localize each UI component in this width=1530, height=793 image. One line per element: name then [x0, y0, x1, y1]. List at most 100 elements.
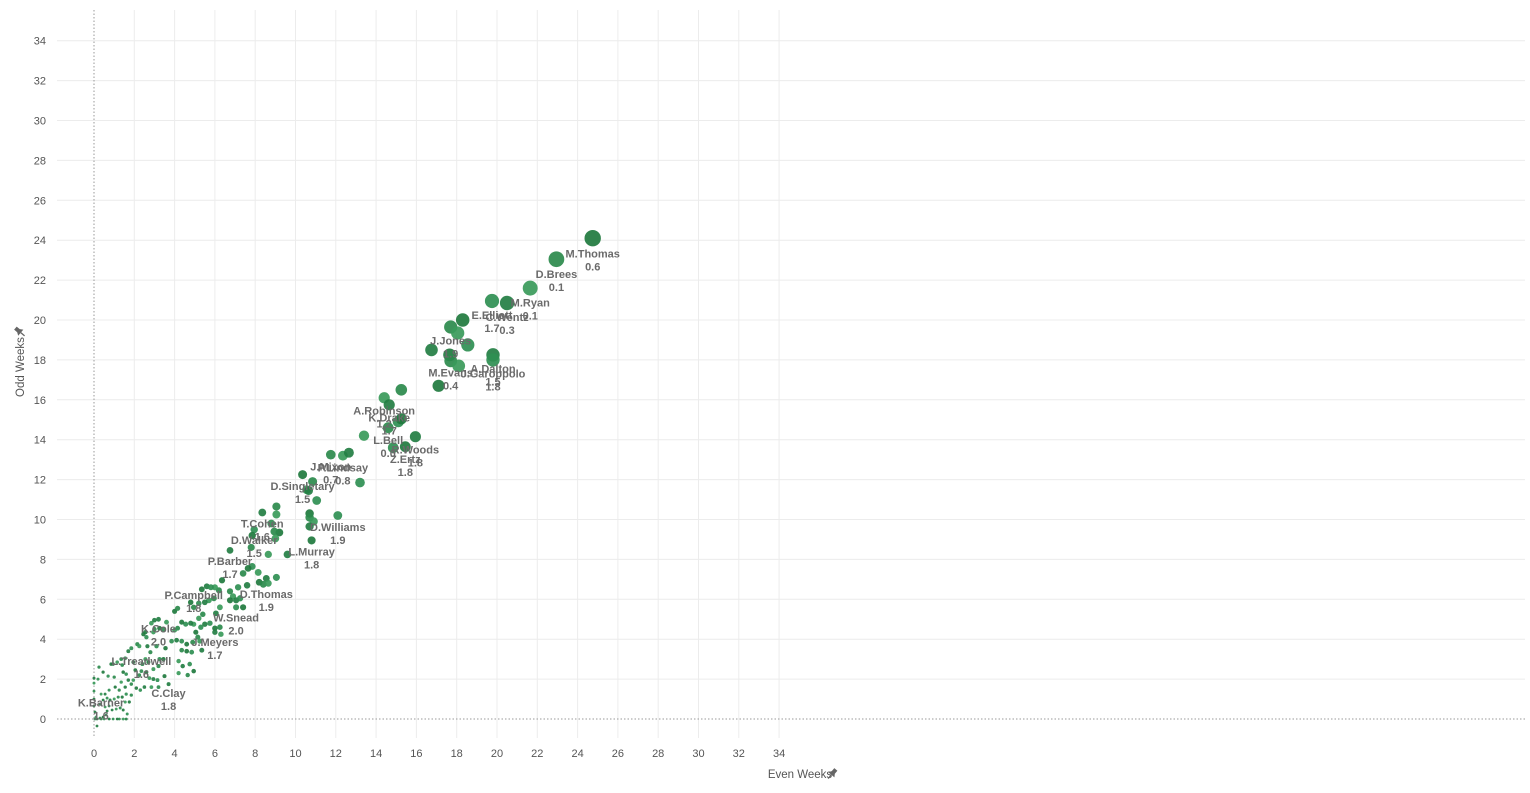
scatter-point[interactable] [144, 635, 149, 640]
scatter-point[interactable] [176, 670, 181, 676]
scatter-point[interactable] [117, 688, 121, 692]
scatter-point[interactable] [247, 543, 255, 551]
scatter-point[interactable] [172, 627, 178, 633]
scatter-point[interactable] [200, 611, 206, 618]
scatter-point[interactable] [298, 470, 308, 480]
scatter-point[interactable] [151, 677, 156, 682]
scatter-point[interactable] [131, 678, 136, 682]
scatter-point[interactable] [109, 662, 113, 666]
scatter-point[interactable] [264, 579, 272, 587]
scatter-point[interactable] [196, 615, 202, 621]
scatter-point[interactable] [197, 638, 203, 644]
scatter-point[interactable] [127, 700, 131, 704]
scatter-point[interactable] [387, 442, 399, 454]
scatter-point[interactable] [176, 658, 181, 664]
scatter-point[interactable] [244, 565, 252, 572]
scatter-point[interactable] [123, 700, 127, 704]
scatter-point[interactable] [409, 431, 421, 443]
scatter-point[interactable] [174, 637, 179, 643]
scatter-point[interactable] [107, 704, 111, 708]
scatter-point[interactable] [395, 413, 407, 425]
scatter-point[interactable] [198, 586, 205, 593]
scatter-point[interactable] [218, 577, 226, 584]
scatter-point[interactable] [124, 717, 128, 721]
scatter-point[interactable] [92, 689, 96, 693]
scatter-point[interactable] [129, 682, 134, 686]
scatter-point[interactable] [499, 295, 515, 311]
scatter-point[interactable] [95, 717, 99, 721]
scatter-point[interactable] [140, 662, 145, 667]
scatter-point[interactable] [126, 649, 131, 654]
scatter-point[interactable] [116, 695, 120, 699]
scatter-point[interactable] [120, 663, 124, 667]
scatter-point[interactable] [179, 647, 185, 653]
scatter-point[interactable] [148, 650, 153, 655]
scatter-point[interactable] [115, 660, 119, 664]
scatter-point[interactable] [113, 685, 117, 689]
scatter-point[interactable] [157, 625, 162, 631]
scatter-point[interactable] [119, 680, 123, 684]
scatter-point[interactable] [115, 717, 119, 721]
scatter-point[interactable] [395, 384, 408, 396]
scatter-point[interactable] [216, 604, 223, 611]
scatter-point[interactable] [120, 695, 124, 699]
scatter-point[interactable] [133, 668, 138, 672]
scatter-point[interactable] [146, 660, 151, 665]
scatter-point[interactable] [103, 692, 107, 696]
scatter-point[interactable] [162, 674, 167, 679]
scatter-point[interactable] [92, 704, 96, 708]
scatter-point[interactable] [383, 399, 395, 411]
scatter-point[interactable] [174, 605, 181, 611]
scatter-point[interactable] [248, 531, 256, 540]
scatter-point[interactable] [308, 477, 318, 487]
scatter-point[interactable] [161, 656, 166, 662]
scatter-point[interactable] [107, 717, 111, 721]
scatter-point[interactable] [325, 449, 336, 460]
scatter-point[interactable] [207, 584, 214, 591]
scatter-point[interactable] [121, 708, 125, 712]
scatter-point[interactable] [142, 685, 147, 689]
scatter-point[interactable] [455, 313, 470, 327]
scatter-point[interactable] [147, 676, 152, 680]
scatter-point[interactable] [207, 620, 213, 626]
scatter-point[interactable] [187, 661, 192, 667]
scatter-point[interactable] [202, 621, 208, 627]
scatter-point[interactable] [201, 599, 208, 606]
scatter-point[interactable] [451, 326, 465, 340]
scatter-point[interactable] [240, 604, 247, 611]
scatter-point[interactable] [183, 621, 189, 627]
scatter-point[interactable] [272, 502, 281, 511]
scatter-point[interactable] [131, 660, 136, 664]
scatter-point[interactable] [119, 657, 124, 661]
scatter-point[interactable] [154, 644, 159, 649]
scatter-point[interactable] [180, 663, 185, 669]
scatter-point[interactable] [343, 447, 354, 458]
scatter-point[interactable] [196, 600, 202, 607]
scatter-point[interactable] [425, 343, 438, 357]
scatter-point[interactable] [226, 597, 234, 604]
scatter-point[interactable] [179, 619, 185, 625]
scatter-point[interactable] [210, 595, 217, 602]
scatter-point[interactable] [92, 676, 96, 680]
scatter-point[interactable] [584, 230, 601, 247]
scatter-point[interactable] [151, 667, 156, 672]
scatter-point[interactable] [548, 251, 565, 268]
scatter-point[interactable] [191, 668, 196, 674]
scatter-point[interactable] [105, 696, 109, 700]
scatter-point[interactable] [121, 670, 125, 674]
scatter-point[interactable] [234, 584, 242, 591]
scatter-point[interactable] [105, 709, 109, 713]
scatter-point[interactable] [93, 710, 97, 714]
scatter-point[interactable] [188, 620, 194, 626]
scatter-point[interactable] [139, 669, 144, 673]
scatter-point[interactable] [239, 570, 247, 577]
scatter-point[interactable] [184, 641, 190, 647]
y-axis-pin-icon[interactable] [13, 325, 27, 339]
scatter-point[interactable] [355, 477, 365, 488]
scatter-point[interactable] [111, 717, 115, 721]
scatter-point[interactable] [212, 629, 218, 635]
scatter-point[interactable] [283, 550, 292, 559]
scatter-point[interactable] [305, 522, 314, 531]
scatter-point[interactable] [486, 353, 500, 367]
scatter-point[interactable] [92, 697, 96, 701]
